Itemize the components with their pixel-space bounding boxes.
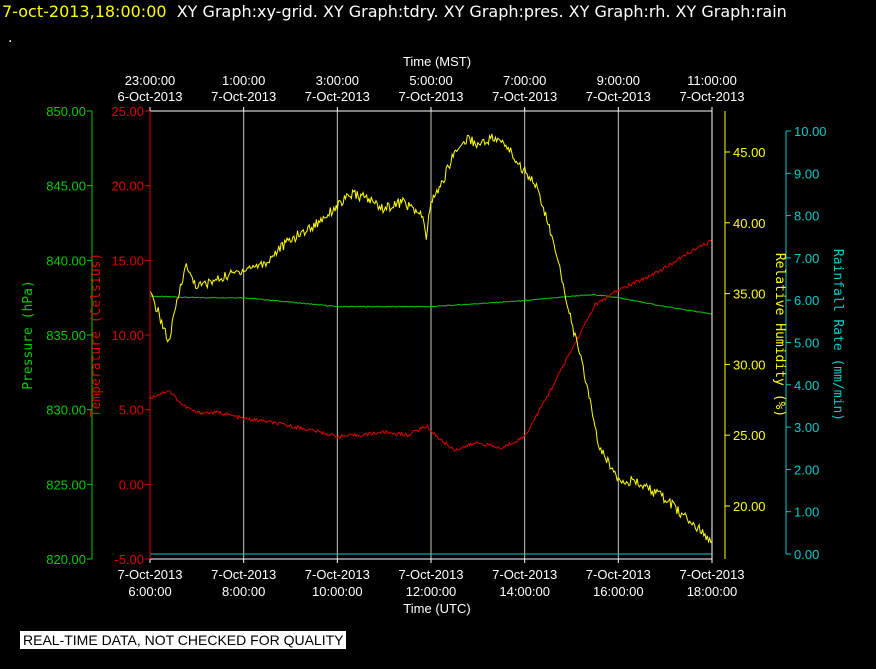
bottom-tick-time: 12:00:00 <box>406 584 457 599</box>
bottom-tick-date: 7-Oct-2013 <box>117 567 182 582</box>
temperature-tick-label: -5.00 <box>114 552 144 567</box>
rain-tick-label: 5.00 <box>794 336 819 351</box>
rh-tick-label: 20.00 <box>733 499 766 514</box>
series-layer <box>149 133 713 555</box>
pressure-tick-label: 825.00 <box>46 477 86 492</box>
top-tick-date: 7-Oct-2013 <box>679 89 744 104</box>
rain-tick-label: 6.00 <box>794 293 819 308</box>
rh-tick-label: 25.00 <box>733 428 766 443</box>
temperature-tick-label: 15.00 <box>111 253 144 268</box>
top-tick-time: 3:00:00 <box>316 73 359 88</box>
pressure-tick-label: 845.00 <box>46 179 86 194</box>
top-tick-date: 7-Oct-2013 <box>586 89 651 104</box>
top-tick-time: 1:00:00 <box>222 73 265 88</box>
top-tick-time: 5:00:00 <box>409 73 452 88</box>
top-tick-date: 7-Oct-2013 <box>305 89 370 104</box>
rain-tick-label: 3.00 <box>794 420 819 435</box>
top-tick-time: 23:00:00 <box>125 73 176 88</box>
top-tick-date: 7-Oct-2013 <box>398 89 463 104</box>
header: 7-oct-2013,18:00:00 XY Graph:xy-grid. XY… <box>2 2 787 21</box>
top-tick-date: 7-Oct-2013 <box>492 89 557 104</box>
rh-tick-label: 45.00 <box>733 145 766 160</box>
top-tick-date: 6-Oct-2013 <box>117 89 182 104</box>
rain-tick-label: 7.00 <box>794 251 819 266</box>
bottom-tick-time: 16:00:00 <box>593 584 644 599</box>
pressure-tick-label: 830.00 <box>46 403 86 418</box>
bottom-tick-date: 7-Oct-2013 <box>679 567 744 582</box>
temperature-tick-label: 0.00 <box>119 477 144 492</box>
bottom-axis-label: Time (UTC) <box>403 601 470 616</box>
pressure-tick-label: 835.00 <box>46 328 86 343</box>
top-tick-time: 7:00:00 <box>503 73 546 88</box>
top-tick-time: 9:00:00 <box>597 73 640 88</box>
header-dot: . <box>8 30 13 46</box>
top-axis-label: Time (MST) <box>403 54 471 69</box>
temperature-tick-label: 5.00 <box>119 403 144 418</box>
bottom-tick-time: 8:00:00 <box>222 584 265 599</box>
temperature-axis-label: Temperature (Celsius) <box>89 253 104 417</box>
bottom-tick-time: 14:00:00 <box>499 584 550 599</box>
rain-tick-label: 1.00 <box>794 505 819 520</box>
bottom-tick-date: 7-Oct-2013 <box>398 567 463 582</box>
rain-tick-label: 9.00 <box>794 166 819 181</box>
pressure-axis-label: Pressure (hPa) <box>21 280 36 390</box>
bottom-tick-date: 7-Oct-2013 <box>305 567 370 582</box>
axes-layer: 7-Oct-2013 6:00:00 23:00:006-Oct-2013 7-Oct… <box>46 73 826 599</box>
temperature-tick-label: 25.00 <box>111 104 144 119</box>
rain-tick-label: 4.00 <box>794 378 819 393</box>
series-tdry <box>149 239 713 452</box>
bottom-tick-date: 7-Oct-2013 <box>492 567 557 582</box>
bottom-tick-date: 7-Oct-2013 <box>211 567 276 582</box>
series-rh <box>149 133 713 544</box>
pressure-tick-label: 820.00 <box>46 552 86 567</box>
rain-tick-label: 0.00 <box>794 547 819 562</box>
rh-axis-label: Relative Humidity (%) <box>772 253 787 417</box>
grid-lines <box>243 111 619 559</box>
graph-titles: XY Graph:xy-grid. XY Graph:tdry. XY Grap… <box>176 2 787 21</box>
temperature-tick-label: 20.00 <box>111 179 144 194</box>
top-tick-date: 7-Oct-2013 <box>211 89 276 104</box>
rh-tick-label: 35.00 <box>733 287 766 302</box>
top-tick-time: 11:00:00 <box>687 73 737 88</box>
bottom-tick-date: 7-Oct-2013 <box>586 567 651 582</box>
series-pres <box>149 293 713 315</box>
bottom-tick-time: 18:00:00 <box>687 584 738 599</box>
rain-axis-label: Rainfall Rate (mm/min) <box>830 249 845 421</box>
pressure-tick-label: 850.00 <box>46 104 86 119</box>
rh-tick-label: 30.00 <box>733 357 766 372</box>
rain-tick-label: 8.00 <box>794 209 819 224</box>
temperature-tick-label: 10.00 <box>111 328 144 343</box>
bottom-tick-time: 6:00:00 <box>128 584 171 599</box>
rh-tick-label: 40.00 <box>733 216 766 231</box>
quality-notice: REAL-TIME DATA, NOT CHECKED FOR QUALITY <box>20 631 347 649</box>
rain-tick-label: 2.00 <box>794 462 819 477</box>
timestamp: 7-oct-2013,18:00:00 <box>2 2 167 21</box>
pressure-tick-label: 840.00 <box>46 253 86 268</box>
bottom-tick-time: 10:00:00 <box>312 584 363 599</box>
rain-tick-label: 10.00 <box>794 124 827 139</box>
